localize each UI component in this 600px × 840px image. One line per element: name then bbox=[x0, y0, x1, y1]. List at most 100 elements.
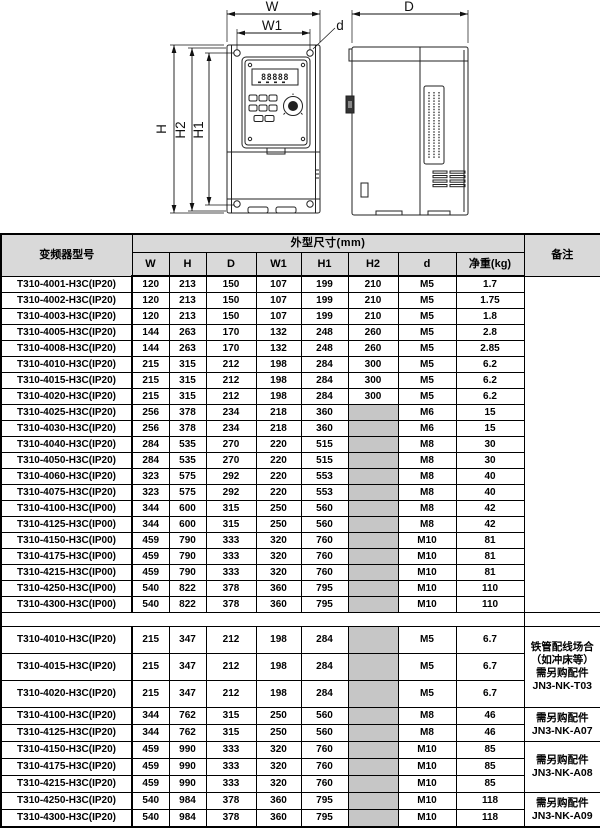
d-cell: M8 bbox=[397, 500, 457, 517]
mount-hole-bottom-right bbox=[306, 200, 314, 208]
dim-label-w: W bbox=[266, 0, 279, 14]
col-header-d-hole: d bbox=[397, 252, 457, 277]
model-cell: T310-4215-H3C(IP20) bbox=[0, 775, 133, 793]
d-cell: M5 bbox=[397, 653, 457, 681]
w1-cell: 250 bbox=[255, 707, 302, 725]
h1-cell: 515 bbox=[300, 436, 349, 453]
model-cell: T310-4300-H3C(IP00) bbox=[0, 596, 133, 613]
h-cell: 822 bbox=[168, 596, 207, 613]
w-cell: 459 bbox=[131, 564, 170, 581]
w1-cell: 218 bbox=[255, 420, 302, 437]
d-cell: 315 bbox=[205, 516, 257, 533]
d-leader-line bbox=[312, 27, 336, 50]
dim-label-w1: W1 bbox=[262, 18, 282, 33]
d-cell: 234 bbox=[205, 420, 257, 437]
d-cell: 212 bbox=[205, 388, 257, 405]
weight-cell: 110 bbox=[455, 596, 525, 613]
table-row: T310-4060-H3C(IP20) 323 575 292 220 553 M8 40 bbox=[0, 468, 600, 485]
side-body bbox=[351, 46, 469, 216]
d-cell: M5 bbox=[397, 324, 457, 341]
table-row: T310-4300-H3C(IP20) 540 984 378 360 795 M10 118 bbox=[0, 809, 600, 828]
w-cell: 540 bbox=[131, 580, 170, 597]
w-cell: 284 bbox=[131, 436, 170, 453]
weight-cell: 40 bbox=[455, 484, 525, 501]
weight-cell: 110 bbox=[455, 580, 525, 597]
table-row: T310-4010-H3C(IP20) 215 315 212 198 284 300 M5 6… bbox=[0, 356, 600, 373]
weight-cell: 2.8 bbox=[455, 324, 525, 341]
w-cell: 120 bbox=[131, 308, 170, 325]
h2-cell bbox=[347, 548, 399, 565]
d-cell: M8 bbox=[397, 484, 457, 501]
table-row: T310-4003-H3C(IP20) 120 213 150 107 199 210 M5 1… bbox=[0, 308, 600, 325]
d-cell: 150 bbox=[205, 308, 257, 325]
remark-cell: 需另购配件 JN3-NK-A08 bbox=[523, 741, 600, 793]
col-header-d-depth: D bbox=[205, 252, 257, 277]
h-cell: 984 bbox=[168, 792, 207, 810]
model-cell: T310-4015-H3C(IP20) bbox=[0, 372, 133, 389]
d-cell: M10 bbox=[397, 758, 457, 776]
d-cell: 212 bbox=[205, 372, 257, 389]
h1-cell: 760 bbox=[300, 532, 349, 549]
h-cell: 347 bbox=[168, 626, 207, 654]
model-cell: T310-4100-H3C(IP00) bbox=[0, 500, 133, 517]
w1-cell: 250 bbox=[255, 500, 302, 517]
model-cell: T310-4175-H3C(IP20) bbox=[0, 758, 133, 776]
foot bbox=[427, 210, 451, 216]
mount-hole-bottom-left bbox=[233, 200, 241, 208]
h1-cell: 795 bbox=[300, 809, 349, 828]
w-cell: 215 bbox=[131, 372, 170, 389]
w-cell: 540 bbox=[131, 596, 170, 613]
w1-cell: 107 bbox=[255, 308, 302, 325]
d-cell: 315 bbox=[205, 500, 257, 517]
w-cell: 344 bbox=[131, 707, 170, 725]
table-row: T310-4008-H3C(IP20) 144 263 170 132 248 260 M5 2… bbox=[0, 340, 600, 357]
w1-cell: 220 bbox=[255, 452, 302, 469]
h-cell: 347 bbox=[168, 653, 207, 681]
w1-cell: 107 bbox=[255, 292, 302, 309]
w-cell: 120 bbox=[131, 275, 170, 293]
d-cell: 150 bbox=[205, 292, 257, 309]
w1-cell: 107 bbox=[255, 275, 302, 293]
h1-cell: 760 bbox=[300, 564, 349, 581]
weight-cell: 81 bbox=[455, 564, 525, 581]
dimension-diagram: 88888 bbox=[0, 0, 600, 233]
h1-cell: 760 bbox=[300, 548, 349, 565]
table-row: T310-4025-H3C(IP20) 256 378 234 218 360 M6 15 bbox=[0, 404, 600, 421]
w1-cell: 360 bbox=[255, 596, 302, 613]
display-indicator-ticks bbox=[258, 81, 285, 84]
weight-cell: 40 bbox=[455, 468, 525, 485]
model-cell: T310-4060-H3C(IP20) bbox=[0, 468, 133, 485]
h1-cell: 248 bbox=[300, 324, 349, 341]
d-cell: 378 bbox=[205, 792, 257, 810]
h1-cell: 760 bbox=[300, 741, 349, 759]
table-row: T310-4002-H3C(IP20) 120 213 150 107 199 210 M5 1… bbox=[0, 292, 600, 309]
model-cell: T310-4125-H3C(IP00) bbox=[0, 516, 133, 533]
model-cell: T310-4300-H3C(IP20) bbox=[0, 809, 133, 828]
table-row: T310-4050-H3C(IP20) 284 535 270 220 515 M8 30 bbox=[0, 452, 600, 469]
h-cell: 990 bbox=[168, 758, 207, 776]
col-header-h2: H2 bbox=[347, 252, 399, 277]
model-cell: T310-4010-H3C(IP20) bbox=[0, 356, 133, 373]
h-cell: 315 bbox=[168, 388, 207, 405]
d-cell: M5 bbox=[397, 372, 457, 389]
h2-cell bbox=[347, 436, 399, 453]
w1-cell: 220 bbox=[255, 468, 302, 485]
w1-cell: 198 bbox=[255, 388, 302, 405]
d-cell: 170 bbox=[205, 324, 257, 341]
w1-cell: 250 bbox=[255, 516, 302, 533]
w-cell: 215 bbox=[131, 356, 170, 373]
w-cell: 323 bbox=[131, 484, 170, 501]
table-row: T310-4215-H3C(IP00) 459 790 333 320 760 M10 81 bbox=[0, 564, 600, 581]
h-cell: 213 bbox=[168, 275, 207, 293]
w-cell: 256 bbox=[131, 404, 170, 421]
h-cell: 790 bbox=[168, 548, 207, 565]
h-cell: 990 bbox=[168, 775, 207, 793]
h-cell: 984 bbox=[168, 809, 207, 828]
table-row: T310-4100-H3C(IP00) 344 600 315 250 560 M8 42 bbox=[0, 500, 600, 517]
h-cell: 315 bbox=[168, 356, 207, 373]
w1-cell: 320 bbox=[255, 775, 302, 793]
model-cell: T310-4175-H3C(IP00) bbox=[0, 548, 133, 565]
weight-cell: 42 bbox=[455, 500, 525, 517]
w-cell: 344 bbox=[131, 500, 170, 517]
